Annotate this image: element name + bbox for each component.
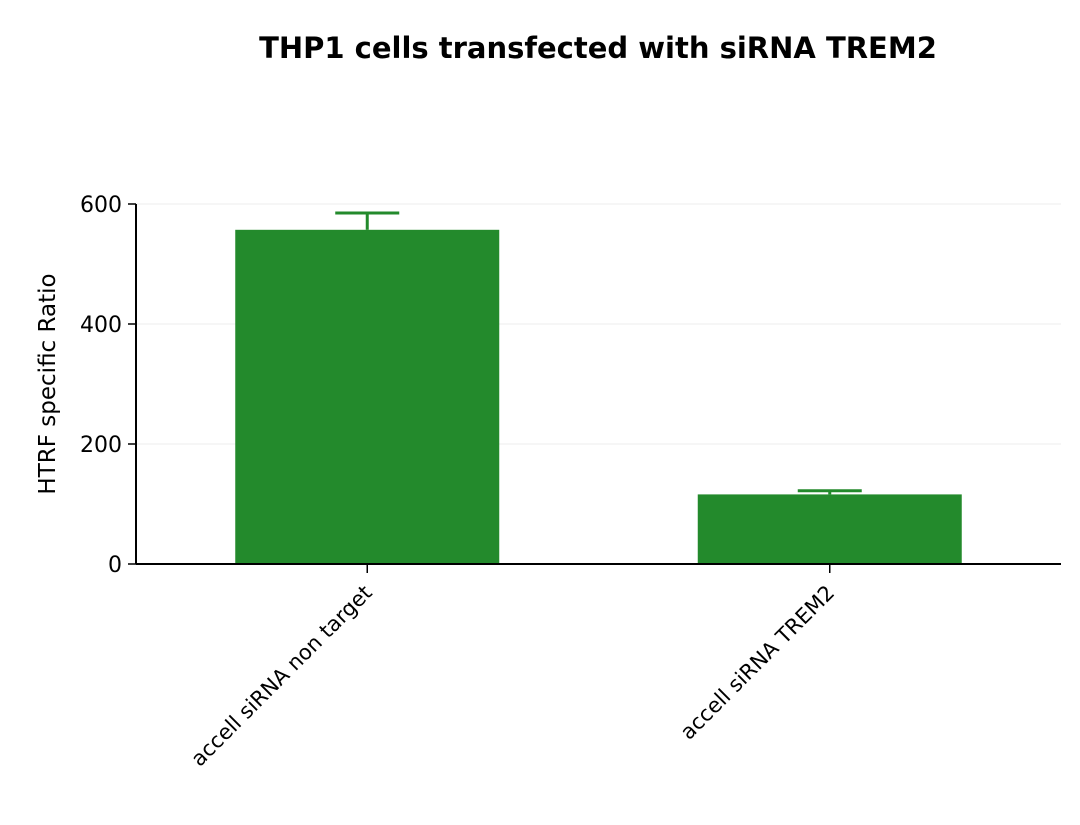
bars — [235, 229, 962, 565]
y-tick-label: 400 — [80, 313, 122, 338]
x-category-label: accell siRNA non target — [186, 581, 376, 771]
error-bar — [797, 489, 862, 495]
error-bars — [335, 211, 862, 495]
y-axis-title: HTRF specific Ratio — [35, 273, 61, 494]
chart-title: THP1 cells transfected with siRNA TREM2 — [259, 31, 937, 65]
y-ticks: 0 200 400 600 — [80, 193, 136, 578]
y-tick-label: 200 — [80, 433, 122, 458]
error-bar — [335, 211, 400, 230]
x-category-label: accell siRNA TREM2 — [676, 581, 840, 745]
y-tick-label: 0 — [108, 553, 122, 578]
bar — [235, 229, 500, 565]
y-tick-label: 600 — [80, 193, 122, 218]
x-ticks: accell siRNA non target accell siRNA TREM… — [186, 564, 839, 771]
bar — [697, 494, 962, 564]
